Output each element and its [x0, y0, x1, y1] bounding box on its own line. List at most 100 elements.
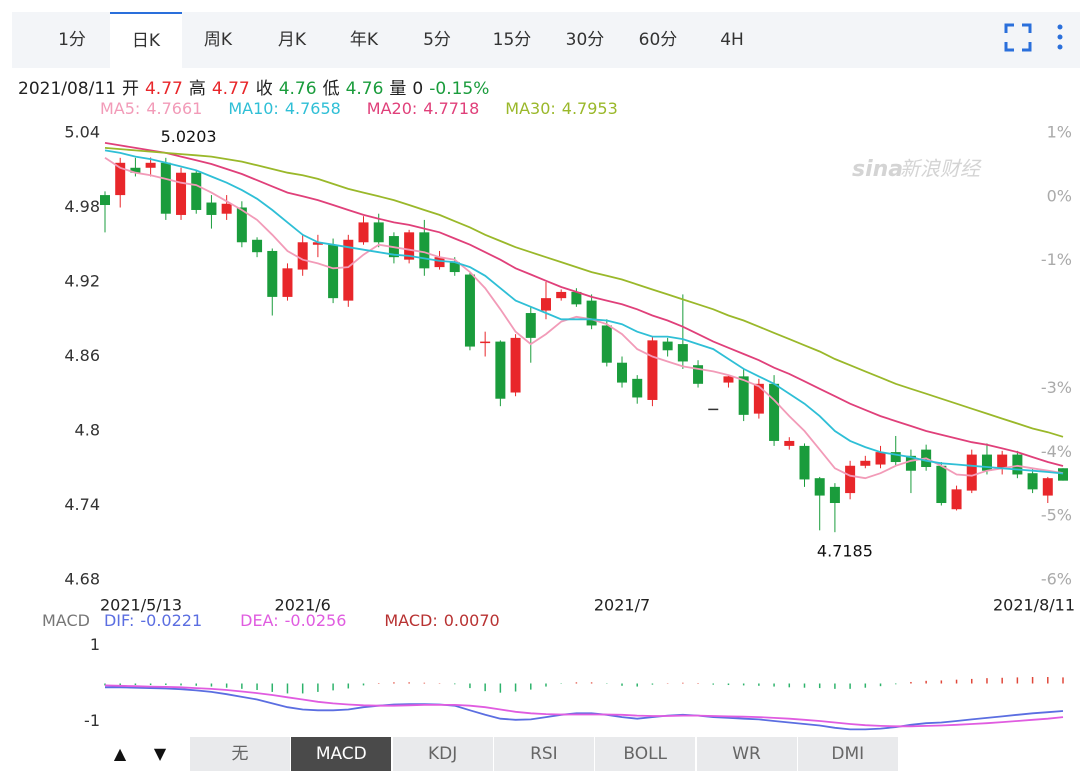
x-tick-label: 2021/7 [594, 596, 650, 615]
period-tab[interactable]: 4H [720, 30, 744, 50]
candle-body [282, 268, 293, 297]
macd-y-tick-label: -1 [84, 711, 100, 730]
candle-body [221, 203, 232, 214]
scroll-button[interactable]: ▼ [153, 744, 167, 763]
macd-y-tick-label: 1 [90, 635, 100, 654]
label: 开 [121, 79, 139, 99]
y2-tick-label: -6% [1041, 570, 1072, 589]
y2-tick-label: 1% [1047, 123, 1072, 142]
quote-date: 2021/08/11 [18, 79, 116, 99]
candle-body [556, 291, 567, 299]
candle-body [510, 337, 521, 393]
candle-body [632, 378, 643, 398]
candle-body [936, 465, 947, 504]
ma-line [104, 157, 1064, 480]
indicator-tab[interactable]: 无 [190, 737, 291, 771]
candle-body [617, 362, 628, 383]
candle-body [677, 344, 688, 362]
legend-entry: DIF: -0.0221 [104, 611, 202, 630]
macd-line [104, 684, 1064, 728]
ma-line [104, 149, 1064, 475]
legend-entry: MA20: 4.7718 [367, 99, 479, 118]
macd-line [105, 686, 1064, 731]
indicator-tab[interactable]: WR [696, 737, 798, 771]
candle-body [358, 222, 369, 243]
candle-body [769, 383, 780, 441]
label: 低 [322, 79, 340, 99]
indicator-tab[interactable]: BOLL [595, 737, 697, 771]
candle-body [160, 162, 171, 214]
period-tab[interactable]: 15分 [492, 30, 532, 50]
candle-body [252, 239, 263, 253]
candle-body [601, 325, 612, 363]
indicator-tab[interactable]: RSI [493, 737, 595, 771]
candle-body [693, 365, 704, 384]
candle-body [799, 445, 810, 480]
y-tick-label: 5.04 [64, 123, 100, 142]
candle-body [1012, 454, 1023, 475]
candle-body [586, 300, 597, 326]
y2-tick-label: -3% [1041, 378, 1072, 397]
legend-name: MA5: [100, 99, 141, 118]
candle-body [784, 440, 795, 446]
watermark-logo: sina [852, 157, 903, 182]
period-tab[interactable]: 月K [277, 30, 307, 50]
low-annotation: 4.7185 [817, 542, 873, 561]
legend-value: 4.7658 [284, 99, 341, 118]
value: 0 [412, 79, 424, 99]
legend-entry: MA5: 4.7661 [100, 99, 202, 118]
legend-entry: MA30: 4.7953 [505, 99, 617, 118]
candle-body [236, 207, 247, 243]
scroll-button[interactable]: ▲ [113, 744, 127, 763]
candle-body [1042, 478, 1053, 496]
candle-body [951, 489, 962, 510]
x-tick-label: 2021/5/13 [100, 596, 182, 615]
legend-value: 0.0070 [443, 611, 500, 630]
period-tab[interactable]: 周K [203, 30, 233, 50]
period-tab[interactable]: 日K [110, 12, 182, 68]
candle-body [191, 172, 202, 210]
candle-body [1027, 473, 1038, 490]
period-tab[interactable]: 5分 [423, 30, 451, 50]
candle-body [464, 274, 475, 347]
candle-body [814, 478, 825, 496]
indicator-tab[interactable]: DMI [797, 737, 899, 771]
more-icon[interactable] [1057, 24, 1063, 50]
candle-body [312, 242, 323, 245]
legend-value: -0.0256 [284, 611, 347, 630]
candle-body [981, 454, 992, 471]
candle-body [480, 341, 491, 344]
candle-body [997, 454, 1008, 469]
period-tab[interactable]: 60分 [638, 30, 678, 50]
period-tab[interactable]: 年K [349, 30, 379, 50]
high-annotation: 5.0203 [161, 127, 217, 146]
candle-body [434, 257, 445, 268]
period-tab[interactable]: 30分 [565, 30, 605, 50]
y2-tick-label: -4% [1041, 442, 1072, 461]
candle-body [708, 408, 719, 411]
candle-body [525, 313, 536, 338]
quote-row: 2021/08/11 开 4.77 高 4.77 收 4.76 低 4.76 量 0 -0.15% [18, 74, 495, 99]
change: -0.15% [429, 79, 490, 99]
label: 收 [255, 79, 273, 99]
candle-body [966, 454, 977, 491]
legend-name: DIF: [103, 611, 135, 630]
candle-body [176, 172, 187, 215]
indicator-bar: ▲ ▼ 无 MACD KDJ RSI BOLL WR DMI [100, 737, 900, 771]
fullscreen-icon[interactable] [1004, 23, 1032, 52]
period-tab[interactable]: 1分 [58, 30, 86, 50]
indicator-tab[interactable]: MACD [291, 737, 393, 771]
candle-body [206, 202, 217, 215]
legend-entry: DEA: -0.0256 [240, 611, 346, 630]
candle-body [738, 376, 749, 415]
label: 量 [389, 79, 407, 99]
legend-entry: MA10: 4.7658 [228, 99, 340, 118]
watermark-name: 新浪财经 [900, 157, 982, 181]
watermark: sina 新浪财经 [852, 157, 982, 183]
indicator-tab[interactable]: KDJ [392, 737, 494, 771]
y2-tick-label: 0% [1047, 186, 1072, 205]
y-tick-label: 4.74 [64, 495, 100, 514]
candle-body [130, 167, 141, 173]
